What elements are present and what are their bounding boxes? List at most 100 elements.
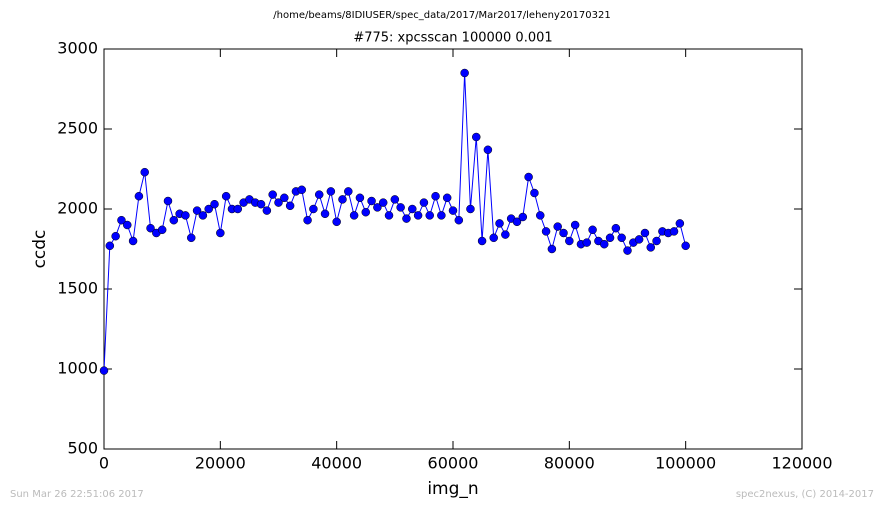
- data-point: [367, 196, 376, 206]
- plot-frame: [103, 48, 803, 450]
- data-point: [553, 222, 562, 231]
- data-point: [454, 215, 464, 225]
- data-point: [303, 215, 312, 225]
- data-point: [326, 187, 336, 196]
- data-point: [274, 198, 283, 207]
- data-point: [163, 196, 173, 206]
- data-point: [285, 201, 295, 211]
- data-point: [128, 236, 138, 246]
- data-point: [495, 219, 504, 228]
- data-point: [169, 215, 179, 225]
- x-tick-label: 100000: [655, 454, 716, 473]
- data-point: [530, 188, 539, 198]
- data-point: [489, 233, 498, 243]
- data-point: [344, 187, 353, 196]
- footer-left: Sun Mar 26 22:51:06 2017: [10, 489, 144, 500]
- data-point: [466, 204, 475, 214]
- data-point: [361, 207, 370, 217]
- data-point: [309, 204, 318, 214]
- data-point: [623, 246, 632, 255]
- x-tick-label: 80000: [544, 454, 595, 473]
- data-point: [431, 191, 440, 201]
- y-axis-label: ccdc: [30, 230, 50, 269]
- data-point: [611, 223, 621, 233]
- data-point: [483, 145, 493, 155]
- data-point: [373, 203, 382, 212]
- y-tick-label: 500: [67, 439, 98, 458]
- series-line: [103, 72, 687, 371]
- data-point: [146, 223, 155, 233]
- y-tick-label: 3000: [57, 39, 98, 58]
- data-point: [448, 206, 458, 215]
- data-point: [117, 215, 126, 225]
- chart-suptitle: /home/beams/8IDIUSER/spec_data/2017/Mar2…: [273, 10, 610, 21]
- data-point: [181, 211, 190, 220]
- data-point: [198, 211, 208, 220]
- y-tick-label: 1000: [57, 359, 98, 378]
- data-point: [570, 220, 580, 230]
- data-point: [669, 227, 679, 236]
- data-point: [425, 211, 434, 220]
- data-point: [524, 172, 533, 182]
- data-point: [582, 238, 592, 247]
- data-point: [221, 191, 231, 201]
- data-point: [123, 220, 132, 230]
- data-point: [390, 195, 400, 204]
- data-point: [518, 212, 528, 222]
- data-point: [605, 233, 615, 243]
- data-point: [320, 209, 330, 219]
- data-point: [192, 206, 202, 215]
- data-point: [210, 199, 219, 209]
- data-point: [262, 206, 272, 215]
- data-point: [652, 236, 661, 246]
- y-tick-label: 2000: [57, 199, 98, 218]
- data-point: [204, 204, 213, 214]
- data-point: [157, 225, 167, 235]
- data-point: [541, 227, 551, 236]
- data-point: [646, 243, 656, 252]
- data-point: [134, 191, 144, 201]
- data-point: [460, 68, 469, 78]
- data-point: [384, 211, 394, 220]
- data-point: [256, 199, 266, 209]
- data-point: [472, 132, 481, 142]
- y-tick-label: 2500: [57, 119, 98, 138]
- data-point: [297, 185, 307, 195]
- x-tick-label: 120000: [771, 454, 832, 473]
- data-point: [419, 198, 429, 207]
- data-point: [536, 211, 545, 220]
- data-point: [355, 193, 365, 203]
- data-point: [396, 203, 405, 212]
- data-point: [442, 193, 452, 203]
- data-point: [314, 190, 324, 199]
- x-tick-label: 20000: [195, 454, 246, 473]
- data-point: [681, 241, 690, 251]
- data-point: [233, 204, 243, 214]
- data-point: [437, 211, 446, 220]
- data-point: [617, 233, 626, 243]
- x-tick-label: 60000: [428, 454, 479, 473]
- data-point: [216, 228, 225, 238]
- chart-title: #775: xpcsscan 100000 0.001: [353, 31, 552, 46]
- data-point: [140, 167, 149, 177]
- data-point: [599, 239, 609, 249]
- data-point: [559, 228, 568, 238]
- data-point: [477, 236, 487, 246]
- data-point: [565, 236, 574, 246]
- data-point: [268, 190, 277, 199]
- data-point: [338, 195, 347, 204]
- data-point: [547, 244, 557, 254]
- footer-right: spec2nexus, (C) 2014-2017: [736, 489, 874, 500]
- data-point: [512, 217, 522, 227]
- data-point: [349, 211, 359, 220]
- data-point: [111, 231, 120, 241]
- data-point: [408, 204, 417, 214]
- data-point: [640, 228, 650, 238]
- x-tick-label: 0: [99, 454, 109, 473]
- data-point: [402, 214, 411, 223]
- data-point: [105, 241, 115, 251]
- y-tick-label: 1500: [57, 279, 98, 298]
- x-tick-label: 40000: [311, 454, 362, 473]
- data-point: [588, 225, 597, 235]
